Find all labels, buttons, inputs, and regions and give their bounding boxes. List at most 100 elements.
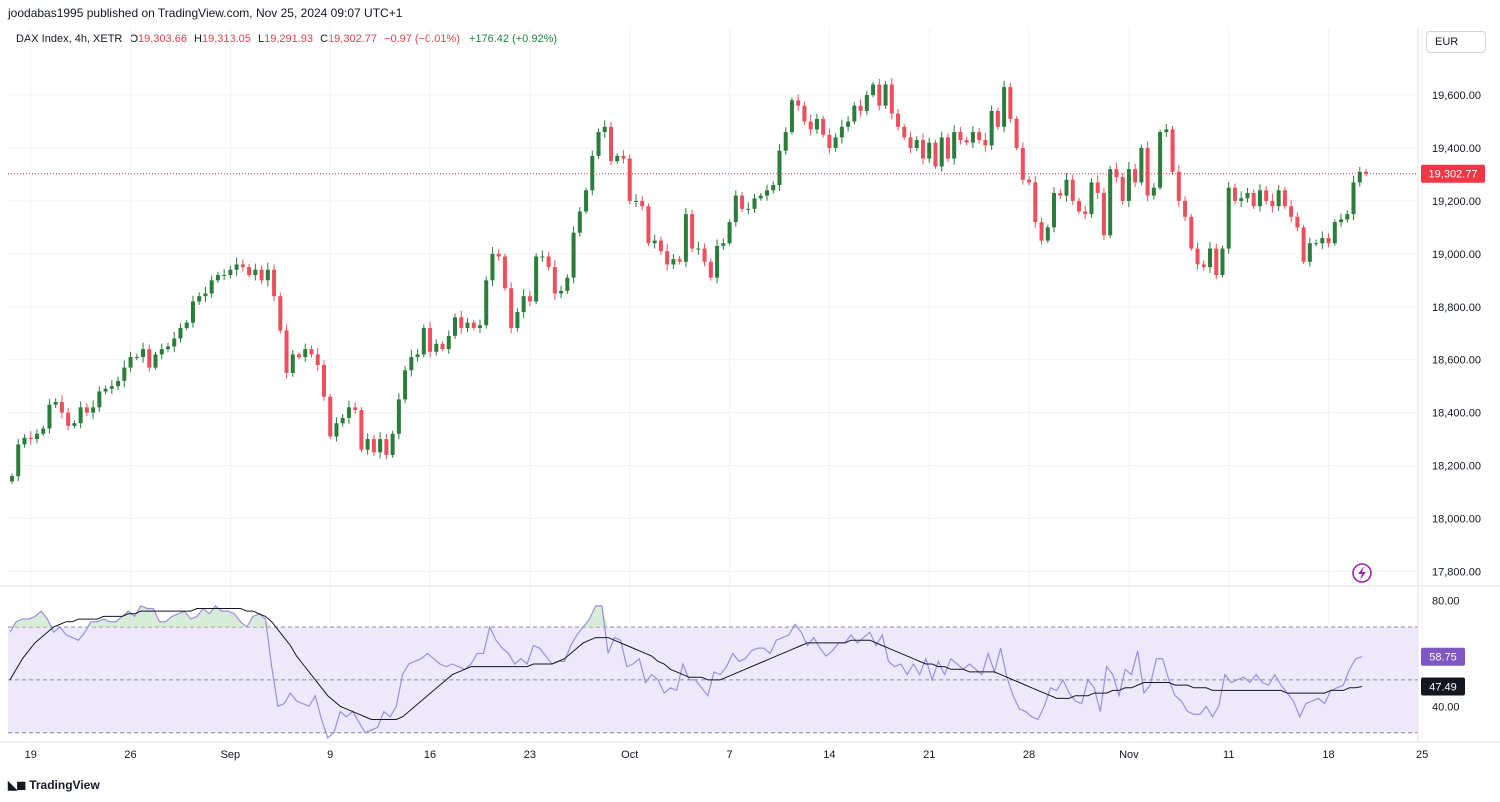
candle-body <box>321 364 326 397</box>
candle-body <box>864 95 869 111</box>
candle-body <box>945 137 950 159</box>
time-tick-label: 14 <box>823 749 835 761</box>
time-tick-label: 7 <box>726 749 732 761</box>
candle-body <box>134 357 139 359</box>
time-tick-label: Sep <box>221 749 241 761</box>
candle-body <box>453 317 458 336</box>
candle-body <box>1151 187 1156 196</box>
candle-body <box>1176 171 1181 201</box>
lightning-icon[interactable] <box>1352 563 1372 583</box>
time-tick-label: 16 <box>424 749 436 761</box>
candle-body <box>1064 179 1069 196</box>
candle-body <box>359 409 364 450</box>
brand-label: TradingView <box>29 778 100 792</box>
rsi-tick-label: 80.00 <box>1432 596 1460 608</box>
candle-body <box>1108 169 1113 236</box>
last-price-tag <box>1421 164 1485 183</box>
candle-body <box>609 126 614 162</box>
symbol-label[interactable]: DAX Index, 4h, XETR <box>16 33 123 45</box>
price-tick-label: 18,800.00 <box>1432 302 1481 314</box>
candle-body <box>97 391 102 408</box>
candle-body <box>1314 243 1319 245</box>
candle-body <box>1089 182 1094 215</box>
currency-button[interactable]: EUR <box>1426 31 1486 53</box>
candle-body <box>590 155 595 191</box>
candle-body <box>346 407 351 418</box>
price-tick-label: 19,000.00 <box>1432 249 1481 261</box>
candle-body <box>977 132 982 141</box>
candle-body <box>496 253 501 257</box>
candle-body <box>459 317 464 328</box>
candle-body <box>1164 129 1169 133</box>
rsi-ma-value-tag <box>1421 677 1465 696</box>
candle-body <box>446 335 451 350</box>
candle-body <box>365 439 370 450</box>
rsi-tick-label: 40.00 <box>1432 701 1460 713</box>
candle-body <box>615 155 620 162</box>
candle-body <box>964 140 969 143</box>
grid-lines <box>8 28 1423 738</box>
close-label: C <box>320 33 329 45</box>
candle-body <box>821 118 826 135</box>
candle-body <box>278 296 283 331</box>
candle-body <box>1201 264 1206 268</box>
price-tick-label: 18,200.00 <box>1432 461 1481 473</box>
candle-body <box>1020 147 1025 180</box>
candle-body <box>340 417 345 424</box>
candle-body <box>1232 187 1237 201</box>
candle-body <box>1276 190 1281 207</box>
candle-body <box>671 259 676 265</box>
candle-body <box>253 269 258 276</box>
candle-body <box>309 349 314 355</box>
candle-body <box>328 396 333 437</box>
candle-body <box>633 200 638 202</box>
candle-body <box>240 264 245 268</box>
candle-body <box>103 388 108 392</box>
candle-body <box>596 132 601 156</box>
candle-body <box>939 137 944 167</box>
candle-body <box>746 208 751 210</box>
candle-body <box>814 118 819 130</box>
tradingview-brand[interactable]: ◣◼ TradingView <box>8 778 100 792</box>
candle-body <box>796 100 801 106</box>
candle-body <box>91 407 96 413</box>
candle-body <box>1239 198 1244 201</box>
candle-body <box>733 195 738 223</box>
candle-body <box>1351 182 1356 215</box>
price-tick-label: 18,400.00 <box>1432 408 1481 420</box>
candle-body <box>259 269 264 281</box>
price-tick-label: 18,600.00 <box>1432 355 1481 367</box>
candle-body <box>247 267 252 276</box>
price-tick-label: 17,800.00 <box>1432 566 1481 578</box>
candle-body <box>652 240 657 244</box>
candle-body <box>852 105 857 122</box>
candle-body <box>827 134 832 148</box>
candle-body <box>53 402 58 405</box>
candle-body <box>665 251 670 265</box>
candle-body <box>1033 182 1038 223</box>
time-tick-label: 19 <box>25 749 37 761</box>
candle-body <box>384 439 389 455</box>
candle-body <box>896 113 901 127</box>
candle-body <box>571 232 576 278</box>
candle-body <box>970 132 975 143</box>
candle-body <box>1245 192 1250 199</box>
candle-body <box>540 256 545 258</box>
candle-body <box>153 354 158 368</box>
tradingview-logo-icon: ◣◼ <box>8 778 26 792</box>
price-tick-label: 19,600.00 <box>1432 90 1481 102</box>
candle-body <box>515 312 520 328</box>
candle-body <box>471 322 476 328</box>
time-tick-label: 23 <box>524 749 536 761</box>
candle-body <box>41 428 46 434</box>
candle-body <box>396 399 401 434</box>
candle-body <box>752 198 757 209</box>
high-value: 19,313.05 <box>201 33 251 45</box>
candle-body <box>927 142 932 159</box>
candle-body <box>78 407 83 424</box>
candle-body <box>1120 177 1125 201</box>
candle-body <box>658 240 663 252</box>
candle-body <box>1345 214 1350 220</box>
candle-body <box>1326 237 1331 244</box>
